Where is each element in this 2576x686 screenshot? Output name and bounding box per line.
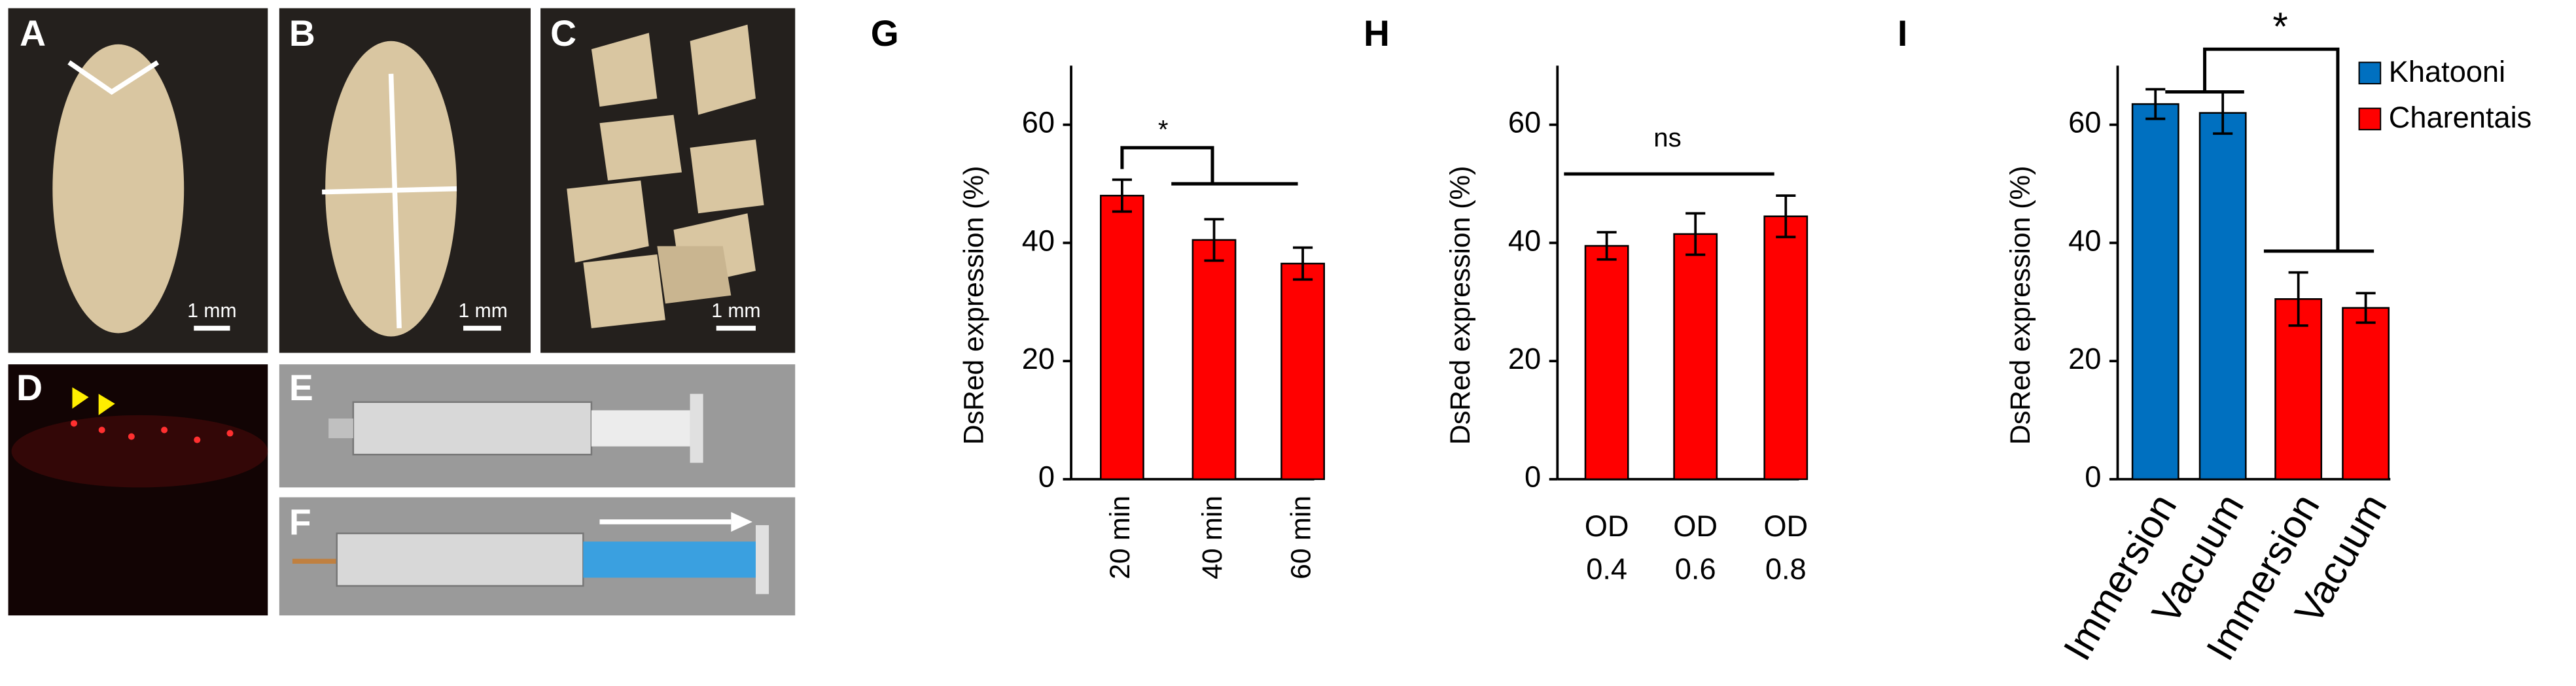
bar [2274, 298, 2323, 481]
y-tick-label: 0 [1525, 460, 1541, 494]
scale-label: 1 mm [459, 300, 508, 322]
bar [2131, 103, 2179, 481]
y-tick-label: 20 [1508, 342, 1541, 375]
panel-label: I [1897, 13, 1907, 54]
panel-label: G [871, 13, 899, 54]
error-bar [2145, 88, 2166, 120]
x-tick-label: OD 0.8 [1763, 509, 1808, 585]
photo-b [279, 8, 531, 353]
scale-label: 1 mm [711, 300, 760, 322]
photo-e [279, 364, 796, 488]
photo-f [279, 497, 796, 616]
bracket [1120, 146, 1298, 186]
annotation: ns [1653, 123, 1681, 152]
x-tick-label: OD 0.6 [1673, 509, 1718, 585]
error-bar [1685, 212, 1706, 256]
bar [1100, 194, 1144, 481]
error-bar [1293, 246, 1313, 281]
bar [1280, 262, 1325, 481]
panel-label: A [20, 13, 46, 54]
bracket [2165, 47, 2374, 253]
panel-label: H [1364, 13, 1390, 54]
y-tick-label: 0 [2085, 460, 2101, 494]
legend-swatch [2358, 107, 2382, 131]
x-tick-label: 20 min [1104, 496, 1136, 579]
x-tick-label: OD 0.4 [1585, 509, 1629, 585]
bar [1191, 239, 1237, 481]
y-tick-label: 20 [2068, 342, 2101, 375]
panel-label: B [289, 13, 315, 54]
legend-label: Charentais [2389, 101, 2532, 134]
error-bar [1112, 178, 1132, 213]
y-tick-label: 40 [2068, 224, 2101, 257]
y-tick-label: 60 [1508, 106, 1541, 139]
bar [1584, 245, 1629, 481]
bar [2198, 112, 2247, 481]
photo-c [540, 8, 796, 353]
annotation: * [1158, 114, 1169, 144]
y-tick-label: 20 [1022, 342, 1055, 375]
error-bar [1597, 231, 1617, 261]
y-tick-label: 40 [1022, 224, 1055, 257]
bar [1673, 233, 1718, 481]
annotation: * [2272, 4, 2287, 48]
photo-a [8, 8, 268, 353]
photo-d [8, 364, 268, 616]
legend-label: Khatooni [2389, 55, 2505, 88]
panel-label: E [289, 368, 313, 408]
panel-label: C [550, 13, 576, 54]
bar [1763, 215, 1808, 481]
error-bar [1204, 218, 1224, 262]
bar [2342, 307, 2390, 481]
y-axis-label: DsRed expression (%) [2005, 165, 2036, 445]
y-tick-label: 60 [1022, 106, 1055, 139]
y-tick-label: 0 [1038, 460, 1055, 494]
error-bar [2213, 91, 2233, 135]
x-tick-label: 60 min [1285, 496, 1316, 579]
error-bar [1776, 194, 1796, 239]
scale-label: 1 mm [187, 300, 236, 322]
y-axis-label: DsRed expression (%) [959, 165, 990, 445]
error-bar [2355, 292, 2376, 324]
y-tick-label: 40 [1508, 224, 1541, 257]
y-tick-label: 60 [2068, 106, 2101, 139]
legend-swatch [2358, 61, 2382, 84]
error-bar [2288, 271, 2308, 327]
panel-label: D [16, 368, 43, 408]
panel-label: F [289, 502, 311, 543]
y-axis-label: DsRed expression (%) [1445, 165, 1476, 445]
x-tick-label: 40 min [1197, 496, 1228, 579]
